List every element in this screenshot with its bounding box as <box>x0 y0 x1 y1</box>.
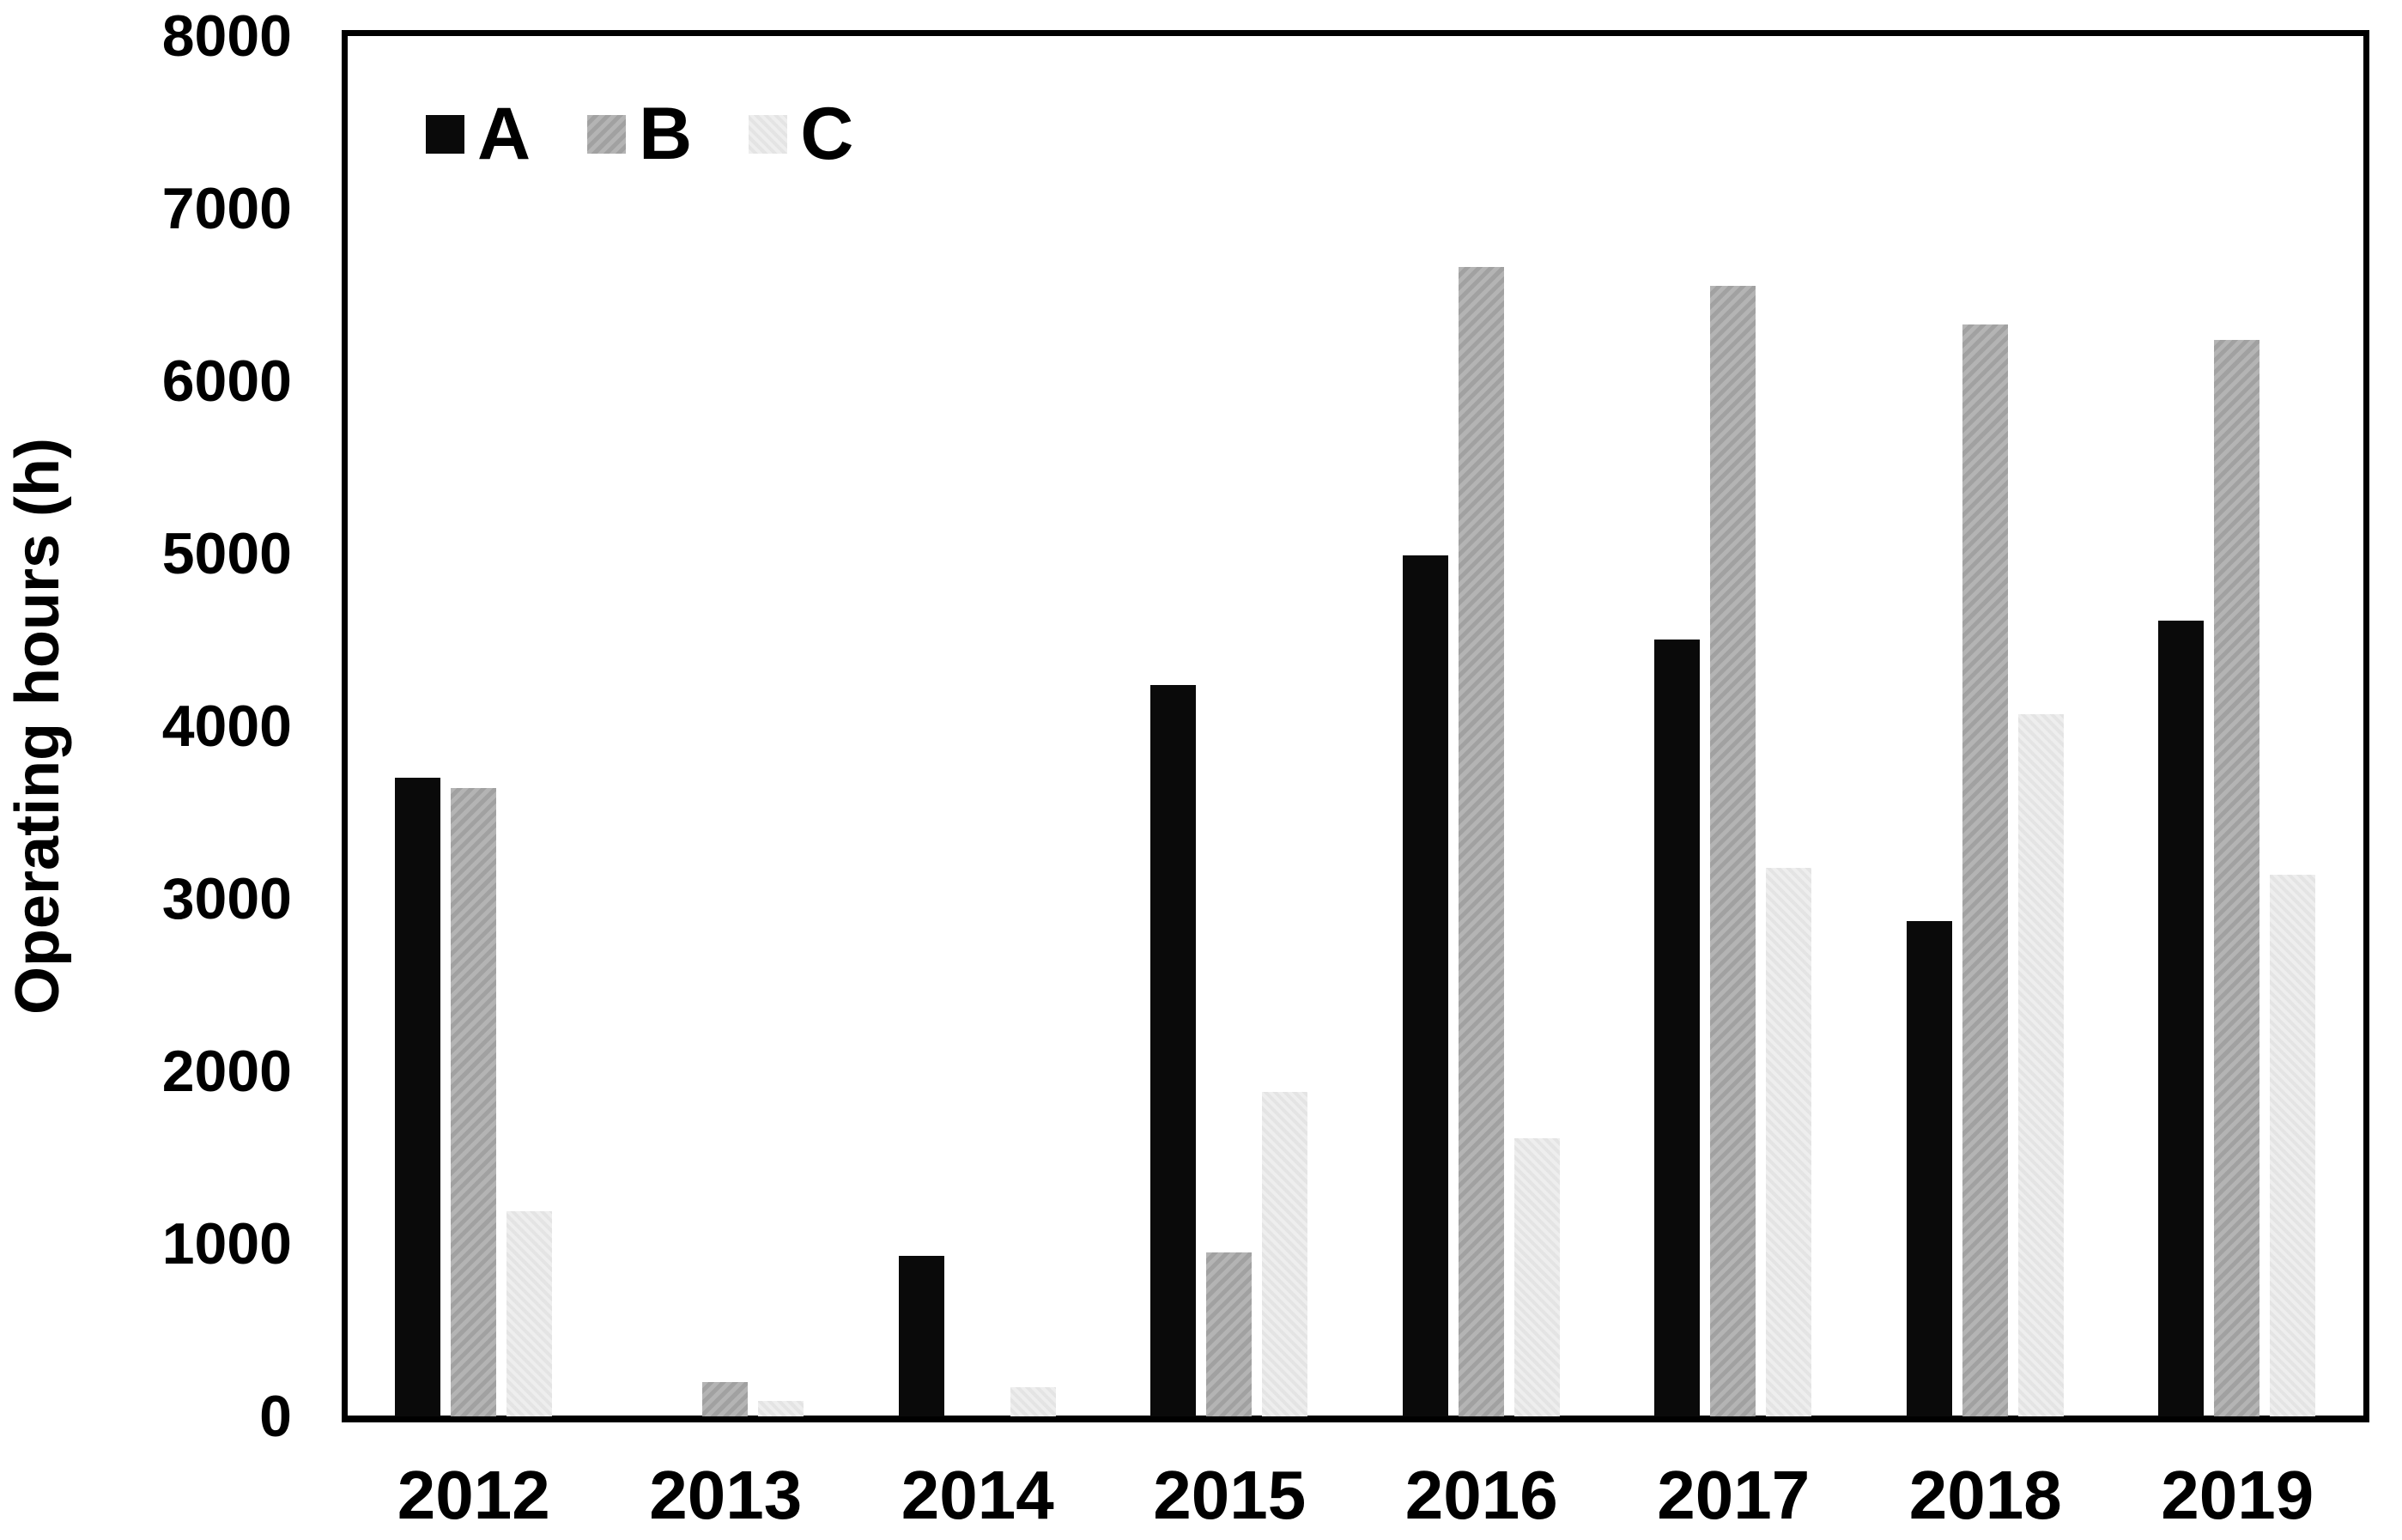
y-tick-label-6000: 6000 <box>161 349 292 414</box>
bar-C-2014 <box>1010 1387 1056 1416</box>
bar-B-2012 <box>450 788 496 1416</box>
y-tick-label-3000: 3000 <box>161 866 292 931</box>
y-tick-label-8000: 8000 <box>161 3 292 69</box>
x-tick-label-2015: 2015 <box>1153 1457 1307 1533</box>
legend-label-B: B <box>639 93 693 175</box>
y-tick-label-2000: 2000 <box>161 1039 292 1104</box>
legend-label-A: A <box>477 93 531 175</box>
bar-C-2017 <box>1766 868 1812 1416</box>
plot-area <box>342 30 2369 1422</box>
x-tick-label-2013: 2013 <box>649 1457 803 1533</box>
bar-B-2016 <box>1458 267 1504 1416</box>
legend-item-A: A <box>426 94 531 173</box>
bar-A-2015 <box>1150 685 1197 1416</box>
y-axis-title: Operating hours (h) <box>3 438 72 1015</box>
legend-item-C: C <box>749 94 853 173</box>
bar-C-2015 <box>1262 1092 1308 1416</box>
bar-C-2018 <box>2017 714 2064 1416</box>
bar-A-2012 <box>394 778 440 1416</box>
legend: A B C <box>426 94 853 173</box>
legend-label-C: C <box>800 93 854 175</box>
bar-A-2019 <box>2158 621 2205 1416</box>
x-tick-label-2016: 2016 <box>1404 1457 1558 1533</box>
legend-swatch-b-icon <box>587 114 627 154</box>
bar-A-2018 <box>1906 921 1952 1416</box>
bar-C-2016 <box>1513 1138 1560 1416</box>
bar-B-2019 <box>2214 340 2260 1416</box>
x-tick-label-2014: 2014 <box>901 1457 1054 1533</box>
y-tick-label-1000: 1000 <box>161 1211 292 1276</box>
bar-B-2017 <box>1710 286 1756 1416</box>
legend-swatch-c-icon <box>749 114 788 154</box>
y-tick-label-5000: 5000 <box>161 521 292 586</box>
x-tick-label-2018: 2018 <box>1908 1457 2062 1533</box>
x-tick-label-2017: 2017 <box>1657 1457 1811 1533</box>
x-tick-label-2012: 2012 <box>397 1457 550 1533</box>
bar-B-2015 <box>1206 1252 1253 1416</box>
legend-item-B: B <box>587 94 692 173</box>
bar-A-2014 <box>898 1256 944 1416</box>
bar-A-2017 <box>1654 640 1701 1416</box>
bar-C-2019 <box>2270 875 2316 1416</box>
y-tick-label-0: 0 <box>259 1384 292 1449</box>
bar-B-2013 <box>702 1382 749 1416</box>
bar-B-2018 <box>1962 324 2008 1416</box>
bar-C-2012 <box>506 1211 552 1416</box>
bar-C-2013 <box>758 1401 804 1416</box>
y-tick-label-7000: 7000 <box>161 176 292 241</box>
x-tick-label-2019: 2019 <box>2161 1457 2314 1533</box>
bar-A-2016 <box>1402 555 1448 1416</box>
legend-swatch-a-icon <box>426 114 464 154</box>
y-tick-label-4000: 4000 <box>161 694 292 759</box>
